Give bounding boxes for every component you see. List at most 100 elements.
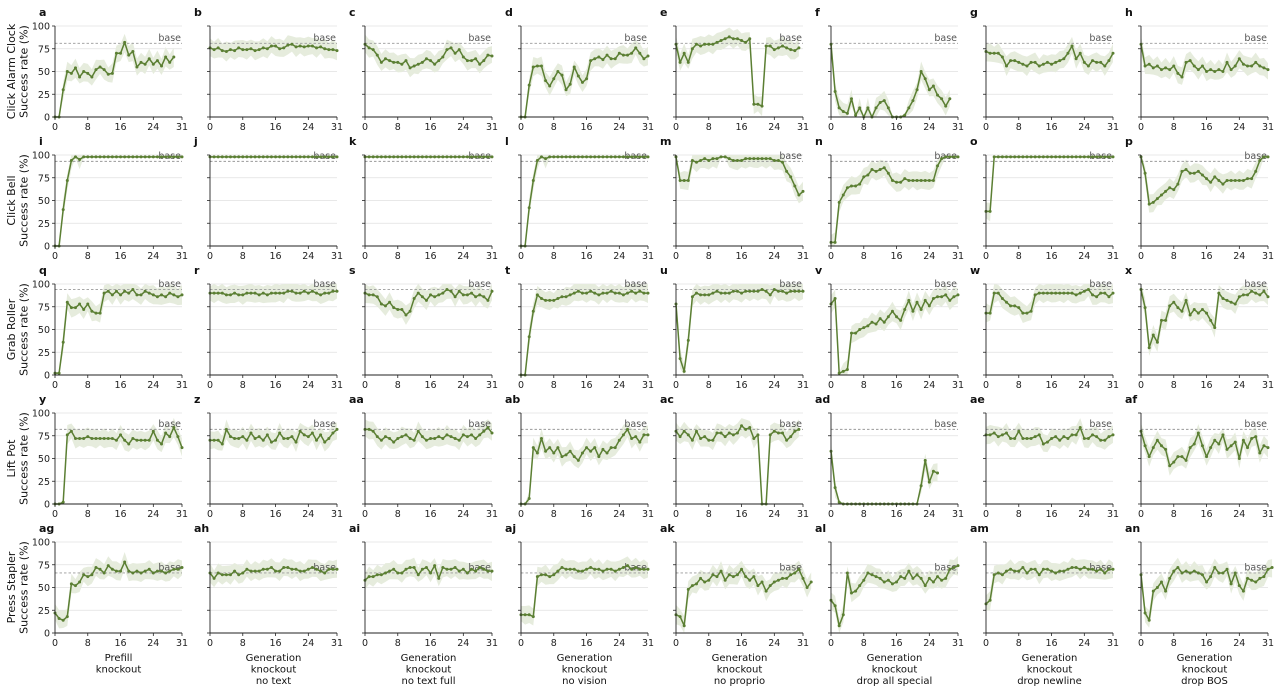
data-point <box>490 155 494 159</box>
x-tick-label: 0 <box>362 122 368 133</box>
confidence-band <box>986 155 1113 222</box>
data-point <box>678 615 682 619</box>
data-point <box>1025 155 1029 159</box>
data-point <box>576 569 580 573</box>
column-label: Generation knockout no proprio <box>712 653 768 687</box>
confidence-band <box>676 418 799 504</box>
panel-letter: ak <box>660 522 675 535</box>
data-point <box>1004 300 1008 304</box>
data-point <box>580 291 584 295</box>
data-point <box>1107 59 1111 63</box>
data-point <box>131 571 135 575</box>
data-point <box>90 436 94 440</box>
data-point <box>216 438 220 442</box>
data-point <box>694 291 698 295</box>
data-point <box>609 567 613 571</box>
data-point <box>605 291 609 295</box>
data-point <box>1054 60 1058 64</box>
data-point <box>1013 155 1017 159</box>
data-point <box>992 431 996 435</box>
row-label: Lift PotSuccess rate (%) <box>5 412 31 505</box>
x-tick-label: 31 <box>952 638 964 649</box>
data-point <box>82 307 86 311</box>
data-point <box>1009 567 1013 571</box>
panel-i: base025507510008162431i <box>32 135 188 262</box>
x-tick-label: 16 <box>891 509 903 520</box>
x-tick-label: 31 <box>797 509 809 520</box>
data-point <box>1262 575 1266 579</box>
data-point <box>1099 567 1103 571</box>
x-tick-label: 0 <box>983 122 989 133</box>
data-point <box>789 573 793 577</box>
data-point <box>164 155 168 159</box>
data-point <box>1151 333 1155 337</box>
data-point <box>98 155 102 159</box>
x-tick-label: 16 <box>1046 251 1058 262</box>
x-tick-label: 8 <box>1171 509 1177 520</box>
data-point <box>858 328 862 331</box>
x-tick-label: 24 <box>147 251 159 262</box>
data-point <box>735 289 739 293</box>
data-point <box>568 293 572 297</box>
x-tick-label: 0 <box>828 638 834 649</box>
x-tick-label: 24 <box>768 251 780 262</box>
data-point <box>298 44 302 48</box>
data-point <box>119 293 123 297</box>
x-tick-label: 24 <box>613 251 625 262</box>
data-point <box>682 369 686 373</box>
data-point <box>617 155 621 159</box>
data-point <box>1091 59 1095 63</box>
column-label-line: knockout <box>562 665 608 676</box>
data-point <box>735 158 739 162</box>
data-point <box>1041 62 1045 66</box>
data-point <box>261 291 265 295</box>
y-tick-label: 75 <box>38 560 50 571</box>
data-point <box>180 446 184 450</box>
data-point <box>707 438 711 442</box>
data-point <box>833 240 837 244</box>
data-point <box>1013 304 1017 308</box>
data-point <box>1164 589 1168 593</box>
data-point <box>1062 435 1066 439</box>
baseline-label: base <box>934 279 957 290</box>
panel-letter: r <box>194 264 200 277</box>
x-tick-label: 0 <box>1138 380 1144 391</box>
x-tick-label: 24 <box>302 509 314 520</box>
x-tick-label: 8 <box>1016 380 1022 391</box>
data-point <box>1062 569 1066 573</box>
data-point <box>228 435 232 439</box>
data-point <box>1209 575 1213 579</box>
data-point <box>731 37 735 41</box>
row-label: Grab RollerSuccess rate (%) <box>5 283 31 376</box>
data-point <box>306 291 310 295</box>
panel-letter: n <box>815 135 823 148</box>
confidence-band <box>521 556 648 626</box>
data-point <box>593 57 597 61</box>
data-point <box>919 178 923 182</box>
data-point <box>948 298 952 302</box>
data-point <box>90 75 94 79</box>
x-tick-label: 16 <box>270 509 282 520</box>
x-tick-label: 8 <box>240 122 246 133</box>
data-point <box>589 449 593 453</box>
x-tick-label: 31 <box>642 122 654 133</box>
data-point <box>711 42 715 46</box>
data-point <box>1221 297 1225 301</box>
x-tick-label: 31 <box>1262 638 1274 649</box>
data-point <box>1176 306 1180 310</box>
data-point <box>445 567 449 571</box>
data-point <box>424 298 428 302</box>
x-tick-label: 24 <box>457 251 469 262</box>
x-tick-label: 24 <box>302 380 314 391</box>
data-point <box>776 431 780 435</box>
data-point <box>1217 442 1221 446</box>
x-tick-label: 0 <box>362 251 368 262</box>
data-point <box>445 48 449 52</box>
baseline-label: base <box>779 151 802 162</box>
panel-aj: base08162431aj <box>505 522 654 649</box>
data-point <box>580 80 584 84</box>
data-point <box>139 293 143 297</box>
data-point <box>437 155 441 159</box>
